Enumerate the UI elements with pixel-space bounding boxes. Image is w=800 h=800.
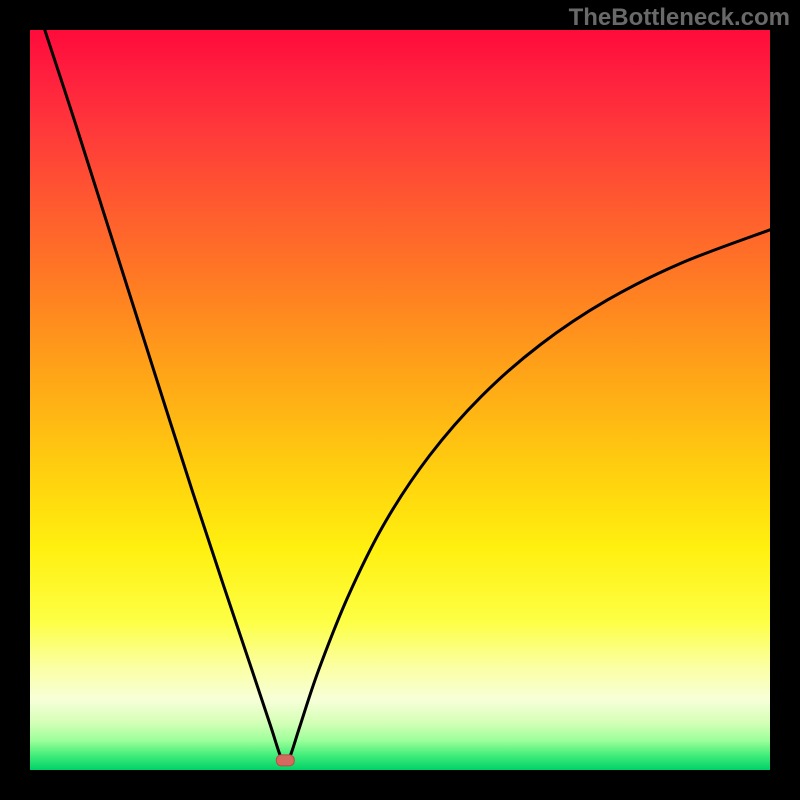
plot-background [30,30,770,770]
watermark-text: TheBottleneck.com [569,4,790,32]
optimum-marker [276,755,294,766]
chart-frame: TheBottleneck.com [0,0,800,800]
bottleneck-chart [0,0,800,800]
